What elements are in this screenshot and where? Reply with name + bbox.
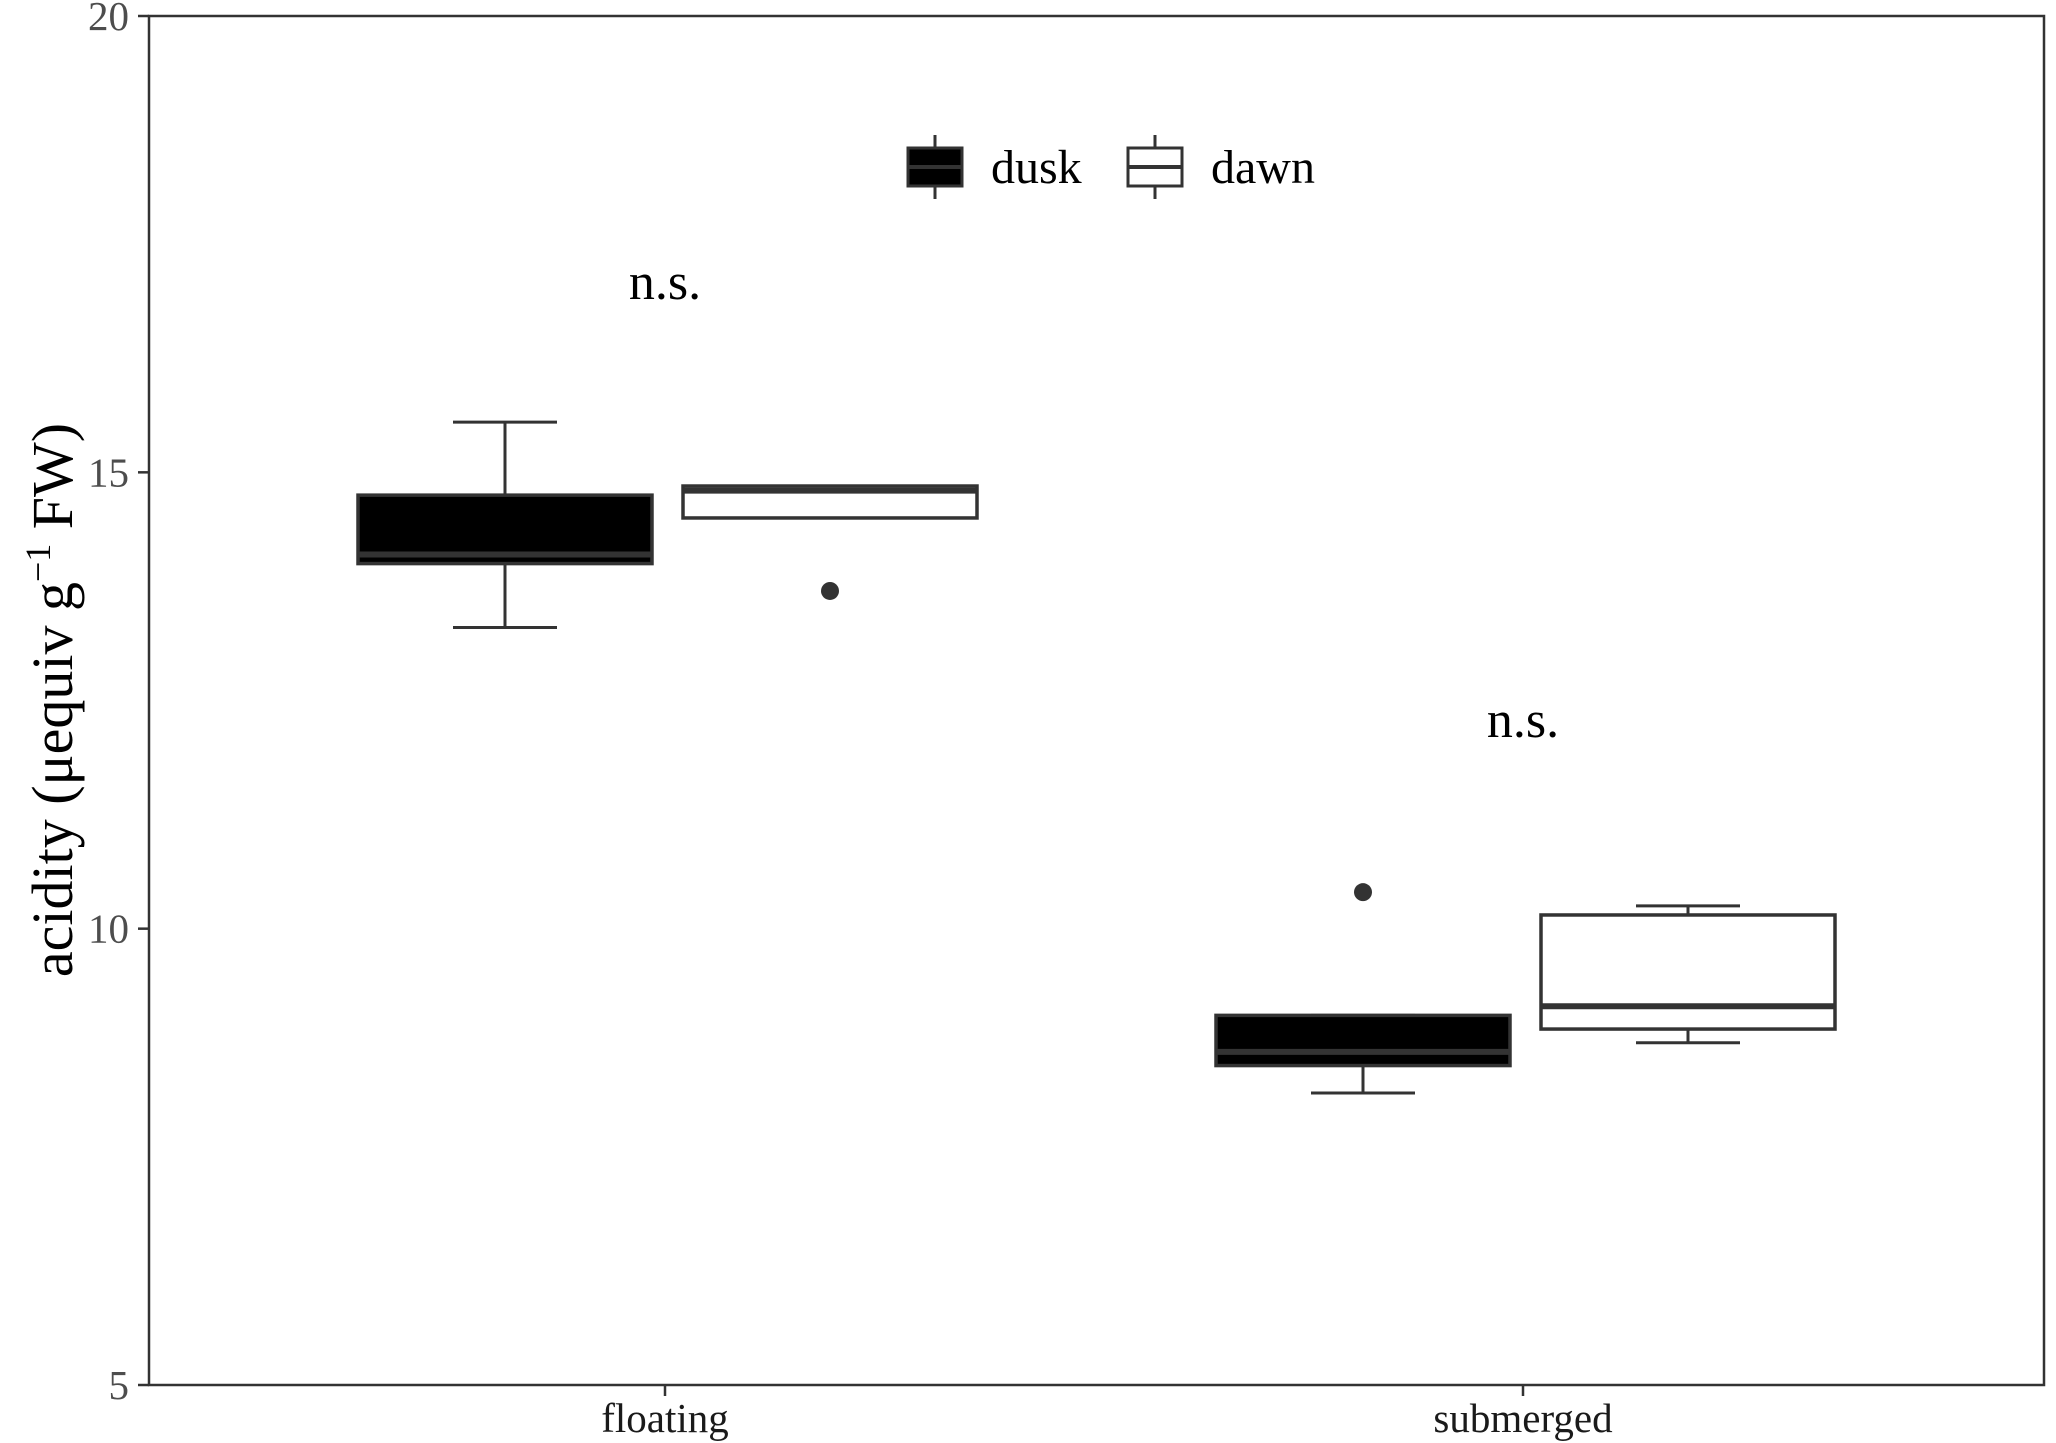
y-tick-label: 15 (88, 449, 129, 495)
x-axis: floating submerged (601, 1385, 1613, 1441)
box-iqr (1214, 1013, 1512, 1068)
y-tick-label: 10 (88, 906, 129, 952)
box-dusk-floating (356, 420, 654, 629)
legend: dusk dawn (906, 135, 1315, 199)
boxes-layer (356, 420, 1837, 1095)
legend-label: dawn (1211, 141, 1315, 194)
box-dawn-submerged (1539, 904, 1837, 1045)
y-axis: 5 10 15 20 (88, 0, 149, 1408)
plot-panel (147, 14, 2046, 1387)
x-tick-label: floating (601, 1395, 729, 1441)
legend-item-dusk: dusk (906, 135, 1082, 199)
outlier-point (1354, 883, 1372, 902)
box-dusk-submerged (1214, 883, 1512, 1095)
significance-label: n.s. (1487, 692, 1559, 749)
legend-label: dusk (991, 141, 1082, 194)
x-tick-label: submerged (1433, 1395, 1612, 1441)
significance-label: n.s. (629, 254, 701, 311)
y-tick-label: 5 (109, 1362, 130, 1408)
box-iqr (1539, 913, 1837, 1031)
y-tick-label: 20 (88, 0, 129, 39)
box-dawn-floating (681, 484, 979, 600)
y-axis-label: acidity (μequiv g−1 FW) (18, 423, 85, 977)
legend-item-dawn: dawn (1126, 135, 1315, 199)
annotations-layer: n.s. n.s. (629, 254, 1559, 749)
outlier-point (821, 581, 839, 600)
